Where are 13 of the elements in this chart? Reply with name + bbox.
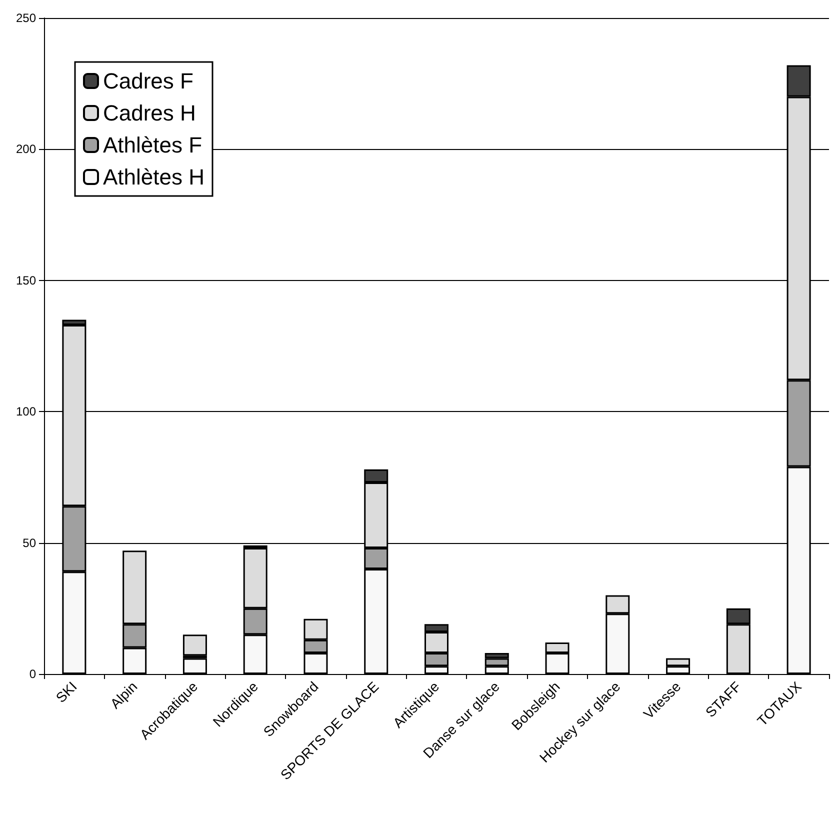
y-tick-label: 0: [29, 667, 36, 681]
y-tick-label: 200: [16, 142, 36, 156]
x-tick-label: SKI: [52, 678, 80, 706]
bar: [182, 658, 207, 674]
legend-label: Athlètes H: [103, 164, 204, 190]
bar: [182, 634, 207, 656]
y-tick-label: 100: [16, 404, 36, 419]
y-tick-label: 150: [16, 273, 36, 288]
y-tick-label: 50: [22, 536, 36, 550]
legend-label: Athlètes F: [103, 132, 202, 158]
legend-label: Cadres F: [103, 68, 194, 94]
y-tick-label: 250: [16, 11, 36, 25]
legend-label: Cadres H: [103, 100, 196, 126]
